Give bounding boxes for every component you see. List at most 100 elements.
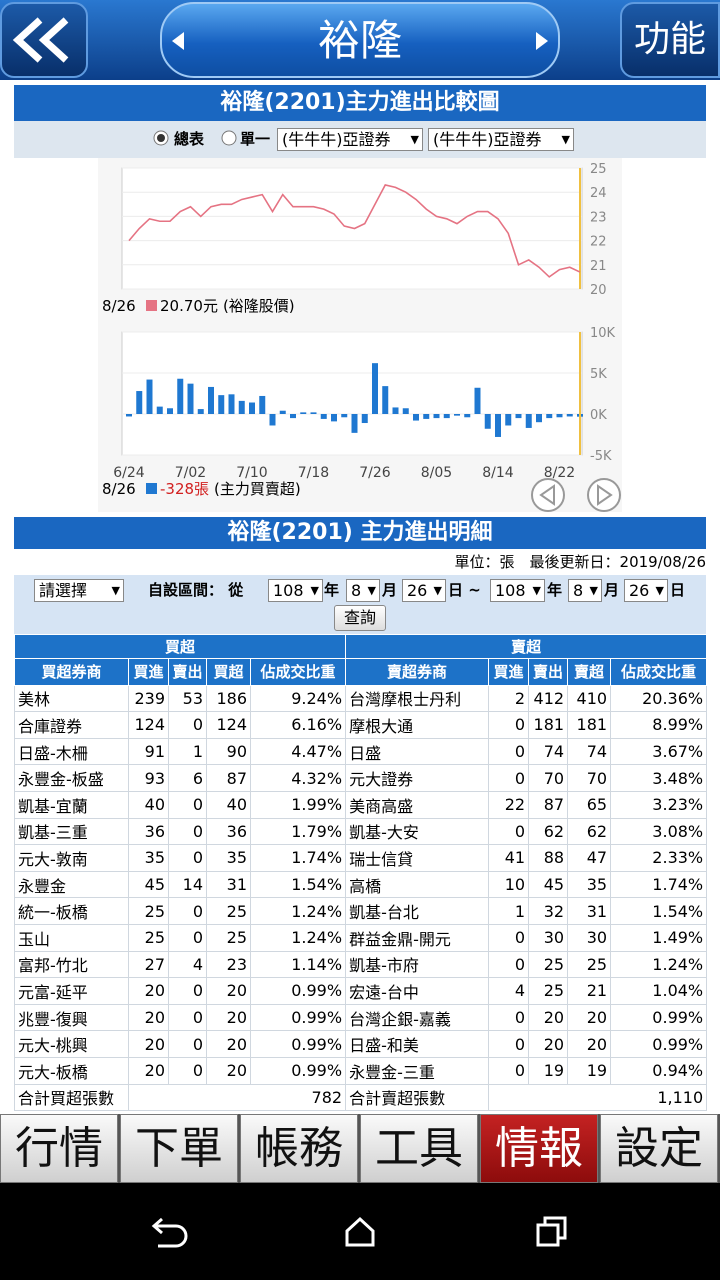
bar (146, 379, 153, 414)
broker-select[interactable]: 請選擇 (34, 579, 124, 602)
broker-name: 摩根大通 (345, 711, 490, 739)
cell: 70 (567, 764, 612, 792)
bar (351, 414, 358, 433)
back-button[interactable] (0, 2, 88, 78)
table-row: 元大-桃興 20 0 20 0.99% 日盛-和美 0 20 20 0.99% (14, 1030, 708, 1058)
tab[interactable]: 設定 (600, 1114, 718, 1183)
nav-home[interactable] (345, 1216, 375, 1247)
legend-date: 8/26 (102, 480, 136, 498)
cell: 20 (528, 1003, 569, 1032)
cell: 14 (168, 870, 207, 899)
title-pill: 裕隆 (160, 2, 560, 78)
bar (505, 414, 512, 426)
nav-back[interactable] (151, 1217, 188, 1248)
nav-recent[interactable] (536, 1216, 567, 1247)
broker-name: 台灣企銀-嘉義 (345, 1003, 490, 1032)
legend-swatch (146, 300, 157, 311)
cell: 1.74% (610, 870, 708, 899)
bar (259, 395, 266, 414)
month-select[interactable]: 8 (568, 579, 602, 602)
tab[interactable]: 工具 (360, 1114, 478, 1183)
bar (126, 414, 132, 417)
bar (290, 414, 296, 419)
cell: 4.32% (249, 764, 347, 792)
cell: 0 (168, 817, 207, 846)
tab[interactable]: 情報 (480, 1114, 598, 1183)
cell: 1.54% (249, 870, 347, 899)
tab[interactable]: 帳務 (240, 1114, 358, 1183)
bar (249, 402, 255, 414)
legend-name: (主力買賣超) (214, 480, 301, 498)
day-select[interactable]: 26 (402, 579, 446, 602)
cell: 20 (128, 1030, 169, 1058)
table-row: 凱基-宜蘭 40 0 40 1.99% 美商高盛 22 87 65 3.23% (14, 790, 708, 819)
cell: 1.24% (249, 897, 347, 925)
query-form: 請選擇 自設區間： 從 108 年 8 月 26 日 ~ 108 年 8 月 2… (14, 575, 706, 634)
cell: 20 (128, 1003, 169, 1032)
table-row: 美林 239 53 186 9.24% 台灣摩根士丹利 2 412 410 20.36% (14, 684, 708, 713)
unit: 日 ~ (448, 581, 481, 599)
group-header: 買超 (13, 634, 347, 659)
broker-select[interactable]: (牛牛牛)亞證券 (277, 128, 423, 151)
legend-value: -328張 (160, 480, 209, 498)
x-tick-label: 7/18 (298, 465, 329, 481)
detail-info: 單位：張 最後更新日：2019/08/26 (454, 553, 706, 571)
cell: 4.47% (249, 737, 347, 766)
next-page[interactable] (587, 478, 621, 512)
tab[interactable]: 行情 (0, 1114, 118, 1183)
cell: 90 (206, 737, 251, 766)
cell: 31 (567, 897, 612, 925)
table-row: 兆豐-復興 20 0 20 0.99% 台灣企銀-嘉義 0 20 20 0.99% (14, 1003, 708, 1032)
cell: 0 (168, 1056, 207, 1085)
cell: 10 (488, 870, 530, 899)
year-select[interactable]: 108 (490, 579, 545, 602)
cell: 74 (567, 737, 612, 766)
y-tick-label: 10K (590, 326, 616, 341)
legend-swatch (146, 483, 157, 494)
cell: 0 (488, 1030, 530, 1058)
day-select[interactable]: 26 (624, 579, 668, 602)
broker-select[interactable]: (牛牛牛)亞證券 (428, 128, 574, 151)
table-row: 統一-板橋 25 0 25 1.24% 凱基-台北 1 32 31 1.54% (14, 897, 708, 925)
nav-icons (151, 1216, 567, 1248)
tab[interactable]: 下單 (120, 1114, 238, 1183)
x-tick-label: 6/24 (113, 465, 145, 481)
cell: 1.49% (610, 923, 708, 952)
broker-name: 台灣摩根士丹利 (345, 684, 490, 713)
cell: 88 (528, 844, 569, 872)
total-label: 合計賣超張數 (345, 1083, 490, 1112)
cell: 91 (128, 737, 169, 766)
query-button[interactable]: 查詢 (334, 605, 386, 631)
next-arrow[interactable] (532, 30, 552, 52)
bar (402, 408, 409, 414)
cell: 40 (206, 790, 251, 819)
table-row: 凱基-三重 36 0 36 1.79% 凱基-大安 0 62 62 3.08% (14, 817, 708, 846)
plot-area (121, 331, 583, 456)
broker-name: 元大-敦南 (14, 844, 129, 872)
prev-arrow[interactable] (168, 30, 188, 52)
unit: 年 (547, 581, 563, 599)
menu-button[interactable]: 功能 (620, 2, 720, 78)
bar (187, 383, 194, 414)
detail-table: 買超 賣超 買超券商 買進 賣出 買超 佔成交比重 賣超券商 買進 賣出 賣超 佔成交比重 美林 239 5… (13, 634, 708, 1112)
cell: 22 (488, 790, 530, 819)
cell: 0 (168, 897, 207, 925)
cell: 124 (128, 711, 169, 739)
radio-selected[interactable] (153, 130, 169, 146)
prev-page[interactable] (531, 478, 565, 512)
broker-name: 永豐金 (14, 870, 129, 899)
cell: 41 (488, 844, 530, 872)
bar (484, 414, 491, 429)
radio[interactable] (221, 130, 237, 146)
unit: 月 (604, 581, 620, 599)
flow-legend: 8/26 -328張 (主力買賣超) (102, 480, 301, 498)
cell: 35 (206, 844, 251, 872)
cell: 410 (567, 684, 612, 713)
broker-name: 凱基-大安 (345, 817, 490, 846)
year-select[interactable]: 108 (268, 579, 323, 602)
broker-name: 元大證券 (345, 764, 490, 792)
month-select[interactable]: 8 (346, 579, 380, 602)
unit: 日 (670, 581, 686, 599)
cell: 3.48% (610, 764, 708, 792)
